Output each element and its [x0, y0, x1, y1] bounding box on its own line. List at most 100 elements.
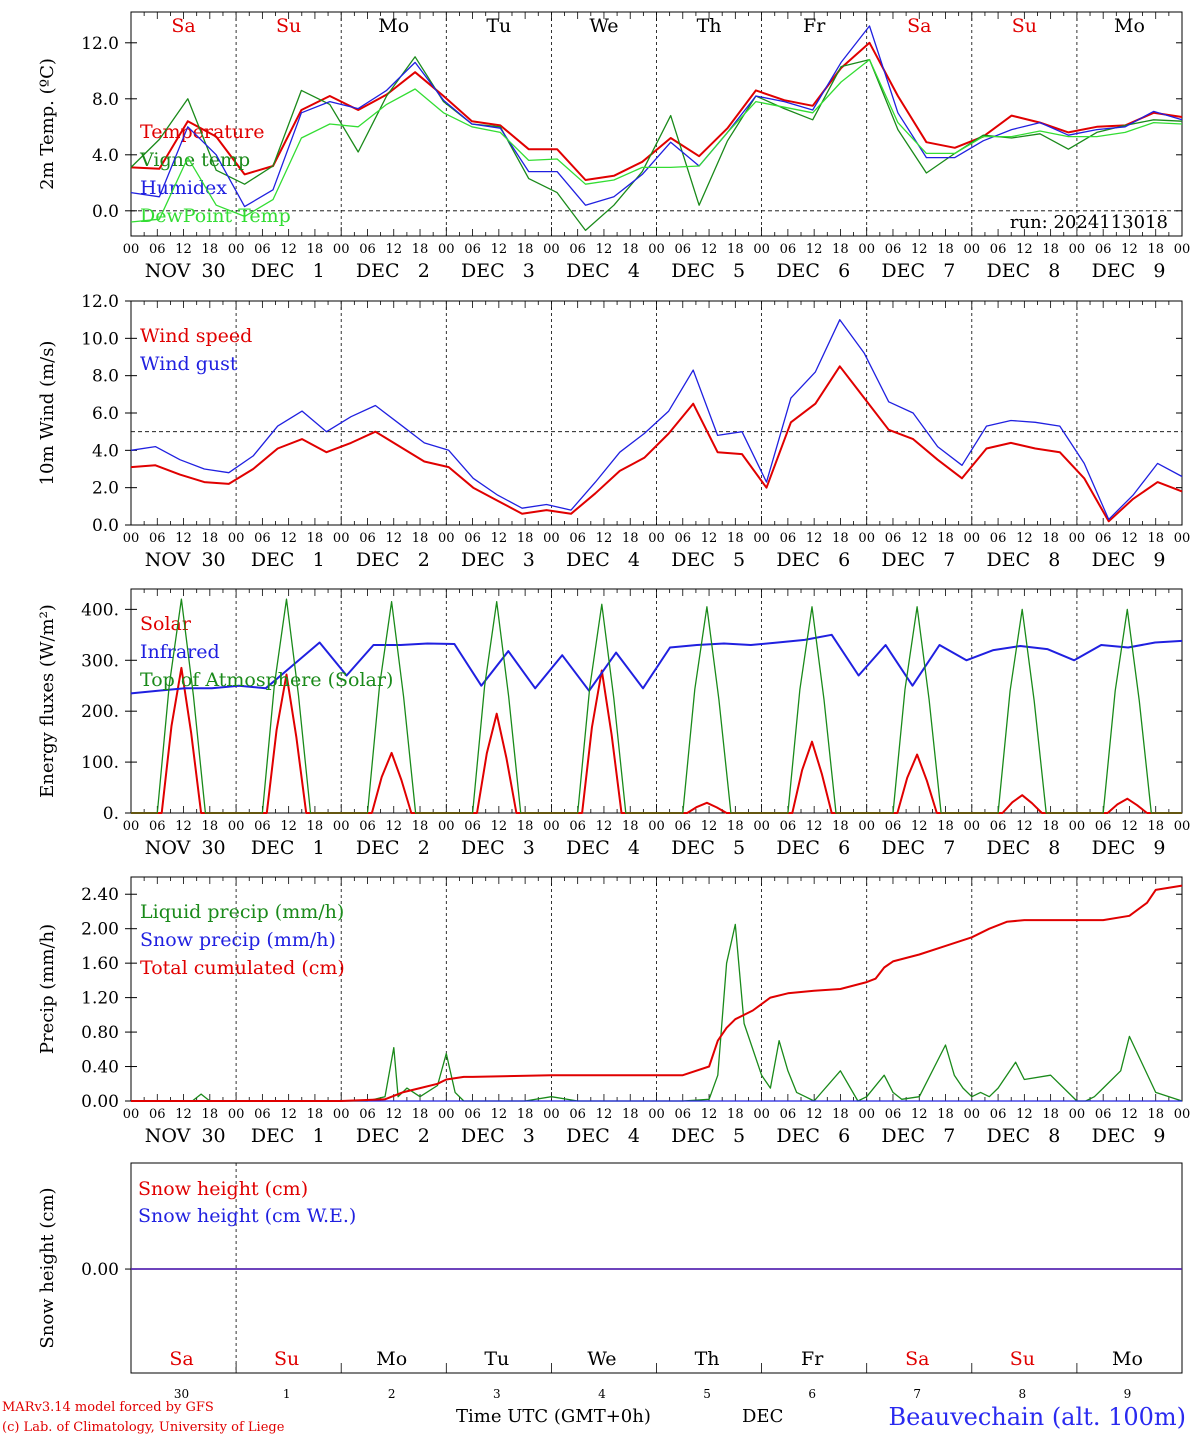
date-day-label: 9: [1153, 1125, 1165, 1147]
date-month-label: DEC: [566, 549, 610, 571]
run-annotation: run: 2024113018: [1010, 212, 1168, 233]
hour-tick-label: 00: [858, 242, 875, 257]
hour-tick-label: 12: [911, 242, 928, 257]
hour-tick-label: 00: [1174, 531, 1191, 546]
hour-tick-label: 06: [254, 242, 271, 257]
hour-tick-label: 06: [149, 242, 166, 257]
hour-tick-label: 18: [1042, 242, 1059, 257]
weekday-label: Tu: [486, 15, 511, 37]
date-month-label: DEC: [1092, 260, 1136, 282]
hour-tick-label: 06: [149, 1107, 166, 1122]
date-month-label: DEC: [987, 549, 1031, 571]
hour-tick-label: 00: [753, 531, 770, 546]
date-month-label: DEC: [987, 1125, 1031, 1147]
hour-tick-label: 12: [491, 819, 508, 834]
precip-ytick-label: 2.40: [81, 885, 119, 905]
energy-legend-1: Infrared: [140, 641, 220, 663]
hour-tick-label: 12: [1121, 819, 1138, 834]
hour-tick-label: 00: [648, 531, 665, 546]
temp-series-temperature: [130, 41, 1183, 181]
snow-ylabel: Snow height (cm): [37, 1187, 58, 1348]
date-day-label: 6: [838, 837, 850, 859]
temp-ylabel: 2m Temp. (ºC): [37, 58, 58, 190]
wind-ytick-label: 4.0: [92, 441, 119, 461]
station-name: Beauvechain (alt. 100m): [888, 1403, 1186, 1431]
hour-tick-label: 18: [1147, 1107, 1164, 1122]
hour-tick-label: 06: [675, 819, 692, 834]
energy-legend-2: Top of Atmosphere (Solar): [140, 669, 393, 691]
bottom-day-number: 7: [913, 1387, 921, 1401]
hour-tick-label: 18: [937, 819, 954, 834]
wind-ytick-label: 0.0: [92, 516, 119, 536]
date-month-label: DEC: [776, 837, 820, 859]
date-day-label: 30: [201, 1125, 225, 1147]
date-month-label: DEC: [566, 837, 610, 859]
wind-ytick-label: 2.0: [92, 479, 119, 499]
wind-series-wind-gust: [130, 319, 1183, 521]
wind-ylabel: 10m Wind (m/s): [37, 341, 58, 486]
date-day-label: 2: [418, 260, 430, 282]
hour-tick-label: 00: [123, 819, 140, 834]
wind-legend-1: Wind gust: [140, 353, 238, 375]
bottom-day-number: 4: [598, 1387, 606, 1401]
hour-tick-label: 00: [438, 242, 455, 257]
weekday-label-bottom: Th: [695, 1348, 720, 1370]
date-day-label: 4: [628, 1125, 640, 1147]
hour-tick-label: 06: [464, 531, 481, 546]
hour-tick-label: 00: [228, 531, 245, 546]
hour-tick-label: 00: [543, 819, 560, 834]
date-month-label: DEC: [461, 1125, 505, 1147]
date-month-label: DEC: [356, 1125, 400, 1147]
temp-ytick-label: 0.0: [92, 202, 119, 222]
bottom-day-number: 1: [283, 1387, 291, 1401]
hour-tick-label: 00: [648, 819, 665, 834]
hour-tick-label: 12: [596, 1107, 613, 1122]
hour-tick-label: 06: [675, 531, 692, 546]
precip-ylabel: Precip (mm/h): [37, 924, 58, 1054]
hour-tick-label: 00: [228, 1107, 245, 1122]
hour-tick-label: 18: [1042, 1107, 1059, 1122]
hour-tick-label: 18: [937, 242, 954, 257]
hour-tick-label: 06: [885, 531, 902, 546]
hour-tick-label: 00: [858, 819, 875, 834]
hour-tick-label: 12: [701, 819, 718, 834]
bottom-day-number: 6: [808, 1387, 816, 1401]
weekday-label: Sa: [907, 15, 931, 37]
hour-tick-label: 18: [832, 819, 849, 834]
date-day-label: 1: [313, 549, 325, 571]
weekday-label-bottom: Mo: [1112, 1348, 1143, 1370]
date-month-label: DEC: [881, 837, 925, 859]
temp-legend-1: Vigne temp: [139, 149, 250, 171]
energy-series-top-of-atmosphere-solar-: [131, 598, 1182, 814]
date-day-label: 3: [523, 1125, 535, 1147]
hour-tick-label: 12: [1016, 242, 1033, 257]
energy-ytick-label: 300.: [81, 651, 119, 671]
snow-legend-0: Snow height (cm): [138, 1178, 308, 1200]
date-day-label: 9: [1153, 260, 1165, 282]
bottom-day-number: 30: [174, 1387, 189, 1401]
hour-tick-label: 00: [1069, 242, 1086, 257]
hour-tick-label: 06: [359, 1107, 376, 1122]
hour-tick-label: 00: [123, 531, 140, 546]
hour-tick-label: 18: [727, 242, 744, 257]
hour-tick-label: 06: [885, 242, 902, 257]
wind-ytick-label: 10.0: [81, 329, 119, 349]
hour-tick-label: 00: [753, 1107, 770, 1122]
hour-tick-label: 00: [438, 819, 455, 834]
hour-tick-label: 06: [464, 1107, 481, 1122]
hour-tick-label: 00: [123, 242, 140, 257]
hour-tick-label: 12: [1121, 531, 1138, 546]
hour-tick-label: 18: [832, 1107, 849, 1122]
hour-tick-label: 12: [701, 242, 718, 257]
hour-tick-label: 12: [491, 242, 508, 257]
date-month-label: DEC: [881, 260, 925, 282]
hour-tick-label: 12: [280, 819, 297, 834]
date-month-label: DEC: [566, 260, 610, 282]
date-day-label: 1: [313, 1125, 325, 1147]
date-day-label: 7: [943, 549, 955, 571]
hour-tick-label: 00: [1174, 1107, 1191, 1122]
temp-ytick-label: 12.0: [81, 34, 119, 54]
hour-tick-label: 06: [990, 1107, 1007, 1122]
hour-tick-label: 18: [517, 1107, 534, 1122]
hour-tick-label: 18: [1147, 531, 1164, 546]
